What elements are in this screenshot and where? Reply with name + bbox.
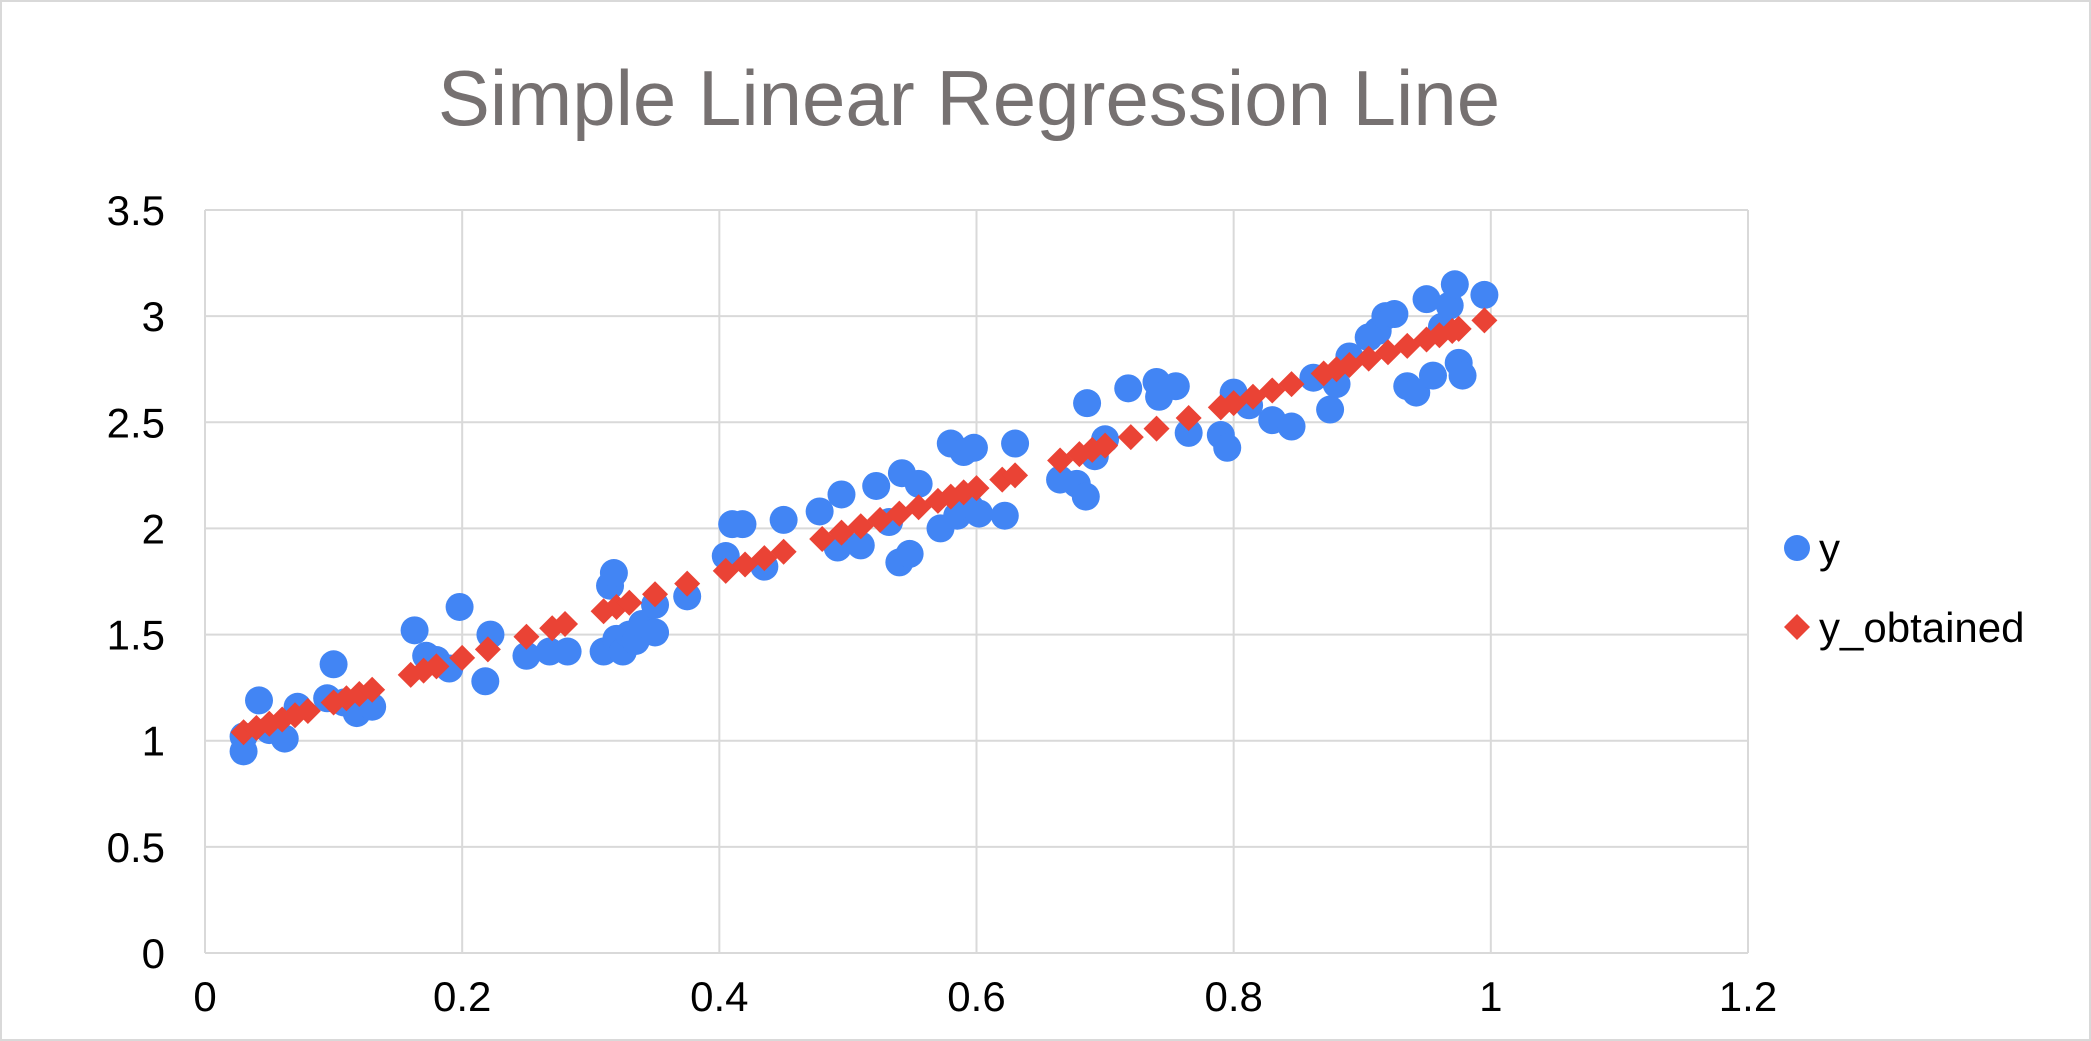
y-tick-label: 3.5	[107, 187, 165, 234]
data-point-y	[1435, 291, 1464, 320]
y-tick-label: 2	[142, 505, 165, 552]
data-point-y-obtained	[552, 610, 579, 637]
series-y-obtained-markers	[230, 307, 1498, 746]
data-point-y	[846, 531, 875, 560]
legend-marker-y	[1784, 535, 1810, 561]
data-point-y	[1114, 374, 1143, 403]
data-point-y	[1001, 429, 1030, 458]
data-point-y-obtained	[1002, 462, 1029, 489]
data-point-y	[553, 637, 582, 666]
data-point-y-obtained	[1278, 371, 1305, 398]
gridlines	[204, 209, 1749, 954]
data-point-y	[1412, 285, 1441, 314]
y-tick-label: 1	[142, 718, 165, 765]
data-point-y	[1174, 418, 1203, 447]
data-point-y-obtained	[642, 581, 669, 608]
data-point-y	[805, 497, 834, 526]
data-point-y	[965, 499, 994, 528]
chart-title: Simple Linear Regression Line	[438, 54, 1500, 142]
data-point-y	[862, 471, 891, 500]
data-point-y	[1418, 361, 1447, 390]
data-point-y-obtained	[230, 719, 257, 746]
data-point-y-obtained	[963, 475, 990, 502]
data-point-y	[1380, 300, 1409, 329]
legend-label-y-obtained: y_obtained	[1819, 604, 2025, 651]
data-point-y	[769, 505, 798, 534]
data-point-y-obtained	[1143, 415, 1170, 442]
data-point-y-obtained	[449, 644, 476, 671]
data-point-y	[1470, 280, 1499, 309]
data-point-y	[1073, 389, 1102, 418]
data-point-y-obtained	[294, 697, 321, 724]
data-point-y	[1440, 270, 1469, 299]
data-point-y	[400, 616, 429, 645]
x-tick-label: 0.8	[1204, 973, 1262, 1020]
data-point-y	[270, 724, 299, 753]
data-point-y-obtained	[1175, 405, 1202, 432]
data-point-y-obtained	[1471, 307, 1498, 334]
data-point-y	[445, 592, 474, 621]
y-tick-label: 1.5	[107, 612, 165, 659]
data-point-y-obtained	[474, 636, 501, 663]
legend-label-y: y	[1819, 525, 1840, 572]
x-tick-label: 0.2	[433, 973, 491, 1020]
y-tick-label: 0.5	[107, 824, 165, 871]
data-point-y-obtained	[770, 538, 797, 565]
data-point-y	[1213, 433, 1242, 462]
x-tick-label: 1	[1479, 973, 1502, 1020]
data-point-y	[728, 510, 757, 539]
data-point-y	[827, 480, 856, 509]
x-tick-label: 0.4	[690, 973, 748, 1020]
data-point-y	[599, 559, 628, 588]
data-point-y-obtained	[1445, 315, 1472, 342]
data-point-y	[641, 618, 670, 647]
data-point-y	[319, 650, 348, 679]
x-tick-label: 0	[193, 973, 216, 1020]
data-point-y-obtained	[513, 623, 540, 650]
data-point-y	[1071, 482, 1100, 511]
y-tick-label: 0	[142, 930, 165, 977]
axis-tick-labels: 0 0.2 0.4 0.6 0.8 1 1.2 0 0.5 1 1.5 2 2.5 3 3.5	[107, 187, 1778, 1020]
legend-marker-y-obtained	[1784, 614, 1810, 640]
data-point-y	[471, 667, 500, 696]
data-point-y	[512, 641, 541, 670]
data-point-y	[1161, 372, 1190, 401]
data-point-y	[1277, 412, 1306, 441]
data-point-y-obtained	[1092, 432, 1119, 459]
data-point-y	[895, 539, 924, 568]
data-point-y	[904, 469, 933, 498]
data-point-y-obtained	[423, 653, 450, 680]
data-point-y	[959, 433, 988, 462]
y-tick-label: 3	[142, 293, 165, 340]
data-point-y-obtained	[674, 570, 701, 597]
data-point-y	[1316, 395, 1345, 424]
data-point-y-obtained	[1117, 424, 1144, 451]
y-tick-label: 2.5	[107, 399, 165, 446]
data-point-y	[990, 501, 1019, 530]
data-point-y	[245, 686, 274, 715]
legend: y y_obtained	[1784, 525, 2025, 651]
x-tick-label: 1.2	[1719, 973, 1777, 1020]
data-point-y	[1448, 361, 1477, 390]
data-point-y-obtained	[359, 676, 386, 703]
data-point-y-obtained	[616, 589, 643, 616]
data-point-y	[711, 542, 740, 571]
x-tick-label: 0.6	[947, 973, 1005, 1020]
